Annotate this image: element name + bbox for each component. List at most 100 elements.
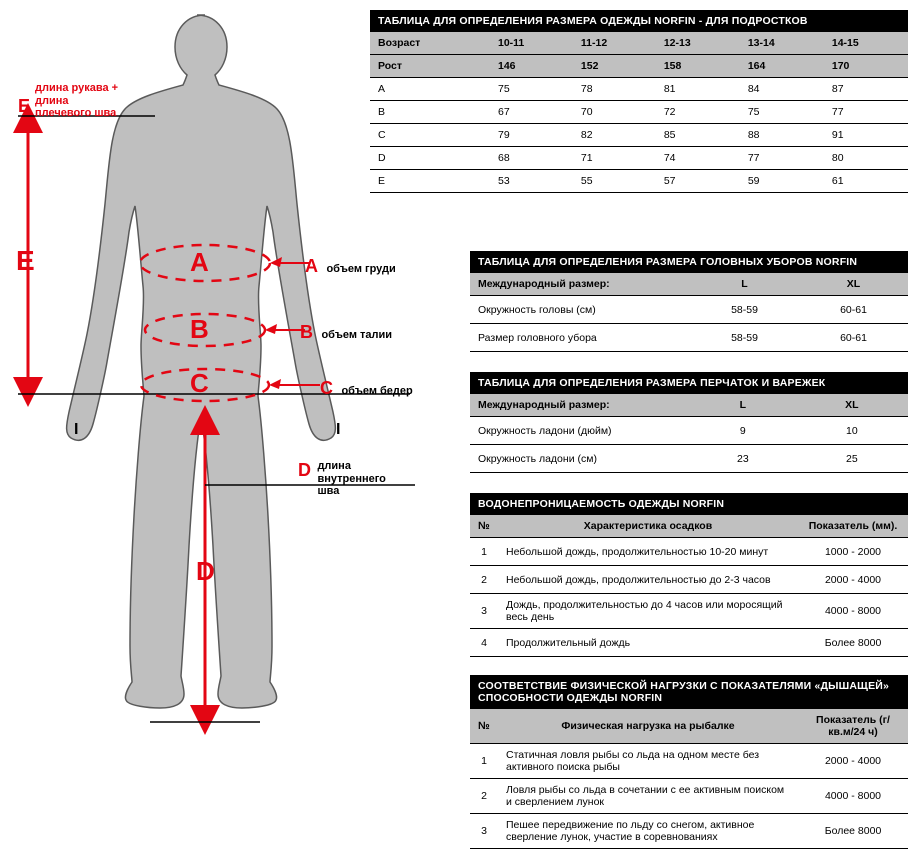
teens-cell: 61 bbox=[824, 170, 908, 193]
letter-E: E bbox=[16, 245, 35, 277]
teens-cell: 77 bbox=[824, 101, 908, 124]
th: № bbox=[470, 709, 498, 744]
cell: 3 bbox=[470, 814, 498, 849]
tables-area: ТАБЛИЦА ДЛЯ ОПРЕДЕЛЕНИЯ РАЗМЕРА ОДЕЖДЫ N… bbox=[370, 10, 908, 849]
teens-cell: 71 bbox=[573, 147, 656, 170]
cell: 60-61 bbox=[799, 324, 908, 352]
cell: 2 bbox=[470, 779, 498, 814]
cell: 9 bbox=[690, 417, 796, 445]
teens-cell: 91 bbox=[824, 124, 908, 147]
breath-title: СООТВЕТСТВИЕ ФИЗИЧЕСКОЙ НАГРУЗКИ С ПОКАЗ… bbox=[470, 675, 908, 709]
cell: 23 bbox=[690, 445, 796, 473]
th: L bbox=[690, 394, 796, 417]
svg-text:B: B bbox=[190, 314, 209, 344]
teens-cell: 55 bbox=[573, 170, 656, 193]
cell: Более 8000 bbox=[798, 629, 908, 657]
gloves-title: ТАБЛИЦА ДЛЯ ОПРЕДЕЛЕНИЯ РАЗМЕРА ПЕРЧАТОК… bbox=[470, 372, 908, 394]
teens-cell: 68 bbox=[490, 147, 573, 170]
cell: Продолжительный дождь bbox=[498, 629, 798, 657]
letter-D: D bbox=[298, 460, 311, 480]
teens-cell: 77 bbox=[740, 147, 824, 170]
cell: 2000 - 4000 bbox=[798, 744, 908, 779]
cell: 4000 - 8000 bbox=[798, 594, 908, 629]
teens-cell: E bbox=[370, 170, 490, 193]
svg-text:I: I bbox=[74, 421, 78, 438]
svg-text:D: D bbox=[196, 556, 215, 586]
teens-col-1: 10-11 bbox=[490, 32, 573, 55]
teens-cell: 75 bbox=[490, 78, 573, 101]
teens-col-2: 11-12 bbox=[573, 32, 656, 55]
cell: 1 bbox=[470, 538, 498, 566]
svg-text:C: C bbox=[190, 368, 209, 398]
teens-cell: B bbox=[370, 101, 490, 124]
teens-cell: A bbox=[370, 78, 490, 101]
teens-cell: 79 bbox=[490, 124, 573, 147]
teens-cell: 70 bbox=[573, 101, 656, 124]
cell: 3 bbox=[470, 594, 498, 629]
cell: Более 8000 bbox=[798, 814, 908, 849]
teens-title: ТАБЛИЦА ДЛЯ ОПРЕДЕЛЕНИЯ РАЗМЕРА ОДЕЖДЫ N… bbox=[370, 10, 908, 32]
table-hats: ТАБЛИЦА ДЛЯ ОПРЕДЕЛЕНИЯ РАЗМЕРА ГОЛОВНЫХ… bbox=[470, 251, 908, 352]
cell: 4 bbox=[470, 629, 498, 657]
teens-cell: 152 bbox=[573, 55, 656, 78]
th: L bbox=[690, 273, 799, 296]
cell: Окружность ладони (дюйм) bbox=[470, 417, 690, 445]
teens-cell: 74 bbox=[656, 147, 740, 170]
teens-cell: 53 bbox=[490, 170, 573, 193]
teens-cell: C bbox=[370, 124, 490, 147]
table-teens: ТАБЛИЦА ДЛЯ ОПРЕДЕЛЕНИЯ РАЗМЕРА ОДЕЖДЫ N… bbox=[370, 10, 908, 193]
teens-col-4: 13-14 bbox=[740, 32, 824, 55]
hats-title: ТАБЛИЦА ДЛЯ ОПРЕДЕЛЕНИЯ РАЗМЕРА ГОЛОВНЫХ… bbox=[470, 251, 908, 273]
letter-C: C bbox=[320, 378, 333, 398]
teens-cell: 82 bbox=[573, 124, 656, 147]
cell: 25 bbox=[796, 445, 908, 473]
teens-cell: 57 bbox=[656, 170, 740, 193]
teens-cell: 146 bbox=[490, 55, 573, 78]
table-gloves: ТАБЛИЦА ДЛЯ ОПРЕДЕЛЕНИЯ РАЗМЕРА ПЕРЧАТОК… bbox=[470, 372, 908, 473]
teens-cell: 67 bbox=[490, 101, 573, 124]
th: XL bbox=[799, 273, 908, 296]
teens-cell: 88 bbox=[740, 124, 824, 147]
teens-cell: 75 bbox=[740, 101, 824, 124]
teens-cell: 170 bbox=[824, 55, 908, 78]
teens-cell: 59 bbox=[740, 170, 824, 193]
cell: 2 bbox=[470, 566, 498, 594]
letter-B: B bbox=[300, 322, 313, 342]
teens-cell: 158 bbox=[656, 55, 740, 78]
cell: 4000 - 8000 bbox=[798, 779, 908, 814]
cell: Небольшой дождь, продолжительностью до 2… bbox=[498, 566, 798, 594]
water-title: ВОДОНЕПРОНИЦАЕМОСТЬ ОДЕЖДЫ NORFIN bbox=[470, 493, 908, 515]
cell: Пешее передвижение по льду со снегом, ак… bbox=[498, 814, 798, 849]
cell: 1000 - 2000 bbox=[798, 538, 908, 566]
teens-cell: 164 bbox=[740, 55, 824, 78]
th: Показатель (мм). bbox=[798, 515, 908, 538]
teens-col-5: 14-15 bbox=[824, 32, 908, 55]
th: Показатель (г/кв.м/24 ч) bbox=[798, 709, 908, 744]
teens-cell: 84 bbox=[740, 78, 824, 101]
teens-cell: 80 bbox=[824, 147, 908, 170]
cell: 10 bbox=[796, 417, 908, 445]
label-E: длина рукава + длина плечевого шва bbox=[35, 82, 118, 120]
cell: Статичная ловля рыбы со льда на одном ме… bbox=[498, 744, 798, 779]
th: № bbox=[470, 515, 498, 538]
cell: 58-59 bbox=[690, 296, 799, 324]
cell: 1 bbox=[470, 744, 498, 779]
table-water: ВОДОНЕПРОНИЦАЕМОСТЬ ОДЕЖДЫ NORFIN №Харак… bbox=[470, 493, 908, 657]
th: Международный размер: bbox=[470, 273, 690, 296]
teens-cell: Рост bbox=[370, 55, 490, 78]
letter-E-2: E bbox=[18, 96, 30, 117]
cell: Небольшой дождь, продолжительностью 10-2… bbox=[498, 538, 798, 566]
teens-cell: 72 bbox=[656, 101, 740, 124]
teens-cell: 81 bbox=[656, 78, 740, 101]
cell: Размер головного убора bbox=[470, 324, 690, 352]
cell: Дождь, продолжительностью до 4 часов или… bbox=[498, 594, 798, 629]
teens-cell: D bbox=[370, 147, 490, 170]
letter-A: A bbox=[305, 256, 318, 276]
cell: 2000 - 4000 bbox=[798, 566, 908, 594]
teens-cell: 87 bbox=[824, 78, 908, 101]
teens-col-3: 12-13 bbox=[656, 32, 740, 55]
svg-text:I: I bbox=[336, 421, 340, 438]
svg-text:A: A bbox=[190, 247, 209, 277]
cell: 60-61 bbox=[799, 296, 908, 324]
teens-cell: 78 bbox=[573, 78, 656, 101]
